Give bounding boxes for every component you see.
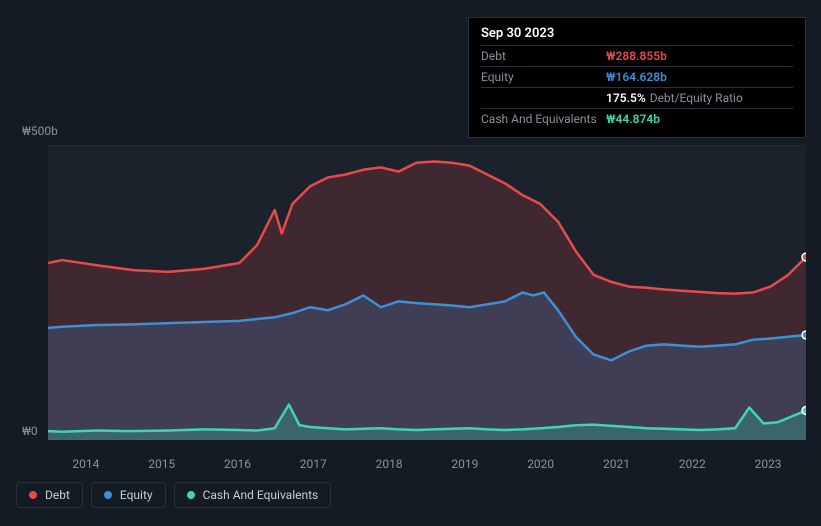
legend-dot (187, 491, 195, 499)
tooltip-row: Cash And Equivalents₩44.874b (481, 108, 793, 129)
tooltip-value: ₩288.855b (606, 49, 667, 63)
legend-item[interactable]: Debt (16, 482, 83, 508)
series-end-marker-equity (802, 331, 806, 339)
legend-label: Cash And Equivalents (203, 488, 319, 502)
chart-tooltip: Sep 30 2023 Debt₩288.855bEquity₩164.628b… (468, 17, 806, 138)
x-axis-tick: 2016 (200, 457, 276, 471)
chart-plot (48, 145, 806, 440)
tooltip-date: Sep 30 2023 (481, 26, 793, 41)
x-axis-tick: 2017 (275, 457, 351, 471)
legend-item[interactable]: Equity (91, 482, 166, 508)
tooltip-row: 175.5%Debt/Equity Ratio (481, 87, 793, 108)
tooltip-value: 175.5%Debt/Equity Ratio (606, 91, 743, 105)
x-axis: 2014201520162017201820192020202120222023 (48, 457, 806, 471)
x-axis-tick: 2021 (579, 457, 655, 471)
legend: Debt Equity Cash And Equivalents (16, 482, 331, 508)
x-axis-tick: 2022 (654, 457, 730, 471)
x-axis-tick: 2015 (124, 457, 200, 471)
legend-dot (29, 491, 37, 499)
tooltip-row: Debt₩288.855b (481, 45, 793, 66)
series-end-marker-debt (802, 253, 806, 261)
x-axis-tick: 2023 (730, 457, 806, 471)
series-end-marker-cash (802, 407, 806, 415)
tooltip-label: Debt (481, 49, 606, 63)
tooltip-label: Cash And Equivalents (481, 112, 606, 126)
legend-item[interactable]: Cash And Equivalents (174, 482, 332, 508)
y-axis-label-bottom: ₩0 (22, 424, 38, 438)
tooltip-suffix: Debt/Equity Ratio (650, 91, 743, 105)
x-axis-tick: 2019 (427, 457, 503, 471)
x-axis-tick: 2020 (503, 457, 579, 471)
legend-label: Equity (120, 488, 153, 502)
legend-label: Debt (45, 488, 70, 502)
tooltip-label: Equity (481, 70, 606, 84)
legend-dot (104, 491, 112, 499)
tooltip-value: ₩44.874b (606, 112, 660, 126)
tooltip-label (481, 91, 606, 105)
y-axis-label-top: ₩500b (22, 124, 58, 138)
tooltip-row: Equity₩164.628b (481, 66, 793, 87)
tooltip-value: ₩164.628b (606, 70, 667, 84)
x-axis-tick: 2018 (351, 457, 427, 471)
x-axis-tick: 2014 (48, 457, 124, 471)
